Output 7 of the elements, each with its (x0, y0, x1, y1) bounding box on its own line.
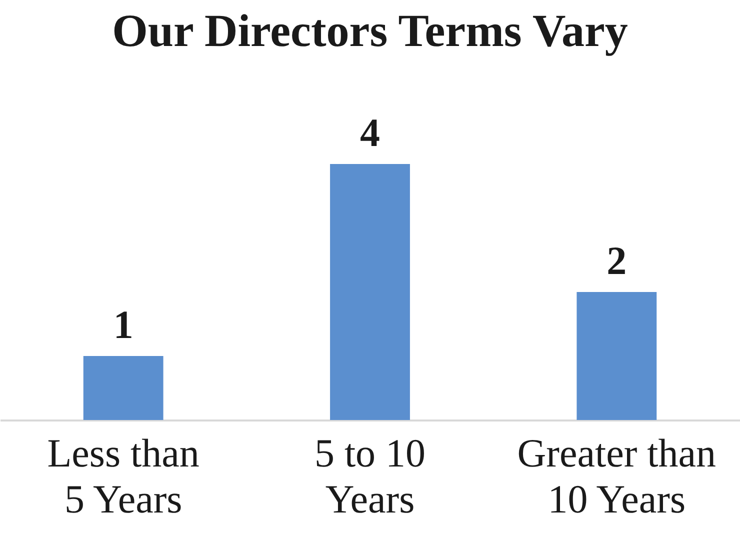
data-label: 4 (360, 110, 380, 155)
x-tick-label: 5 to 10 Years (314, 430, 426, 522)
data-label: 1 (113, 302, 134, 347)
data-label: 2 (606, 238, 627, 283)
x-tick-label: Less than 5 Years (47, 430, 200, 522)
chart-title: Our Directors Terms Vary (112, 5, 628, 56)
x-tick-label: Greater than 10 Years (517, 430, 716, 522)
